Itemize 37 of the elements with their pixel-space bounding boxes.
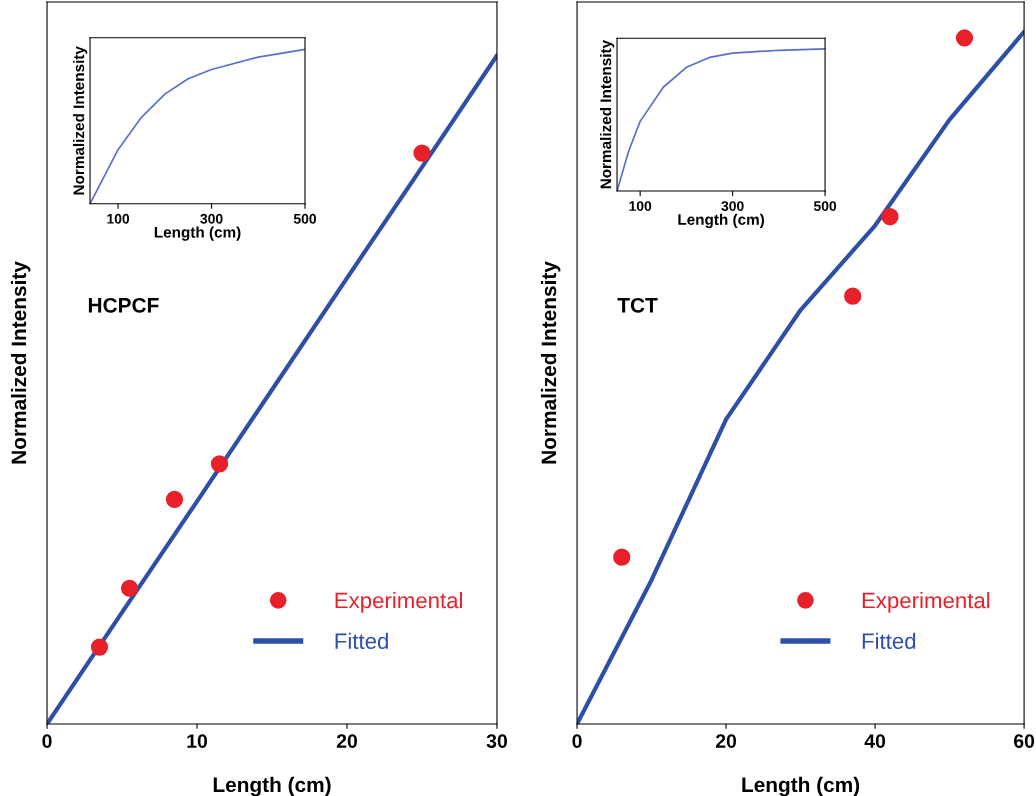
y-axis-title: Normalized Intensity (600, 40, 615, 189)
x-tick-label: 20 (336, 734, 358, 748)
x-tick-label: 300 (721, 201, 744, 211)
x-axis-title: Length (cm) (154, 226, 241, 241)
point (844, 287, 862, 305)
legend-label: Experimental (335, 591, 462, 613)
x-tick-label: 500 (293, 213, 317, 224)
annotation: HCPCF (88, 297, 159, 313)
x-tick-label: 10 (187, 734, 208, 748)
x-tick-label: 30 (486, 734, 507, 748)
y-axis-title: Normalized Intensity (73, 46, 88, 195)
legend-label: Fitted (862, 632, 916, 650)
x-tick-label: 100 (629, 201, 652, 211)
x-tick-label: 40 (864, 734, 886, 748)
x-tick-label: 0 (42, 734, 52, 748)
x-tick-label: 500 (813, 201, 837, 211)
x-tick-label: 100 (107, 213, 130, 224)
x-axis-title: Length (cm) (213, 776, 331, 796)
point (413, 144, 431, 162)
point (90, 638, 109, 656)
point (955, 29, 974, 47)
x-tick-label: 20 (715, 734, 737, 748)
point (165, 490, 184, 508)
annotation: TCT (617, 297, 658, 313)
x-tick-label: 0 (572, 734, 582, 748)
point (613, 548, 631, 566)
point (881, 207, 899, 226)
legend-label: Experimental (862, 591, 990, 613)
y-axis-title: Normalized Intensity (540, 261, 561, 464)
y-axis-title: Normalized Intensity (10, 261, 31, 464)
legend-label: Fitted (335, 632, 388, 650)
point (210, 455, 229, 473)
x-axis-title: Length (cm) (678, 213, 765, 229)
x-tick-label: 300 (200, 213, 223, 224)
x-tick-label: 60 (1013, 734, 1035, 748)
x-axis-title: Length (cm) (742, 776, 860, 796)
point (120, 579, 139, 597)
